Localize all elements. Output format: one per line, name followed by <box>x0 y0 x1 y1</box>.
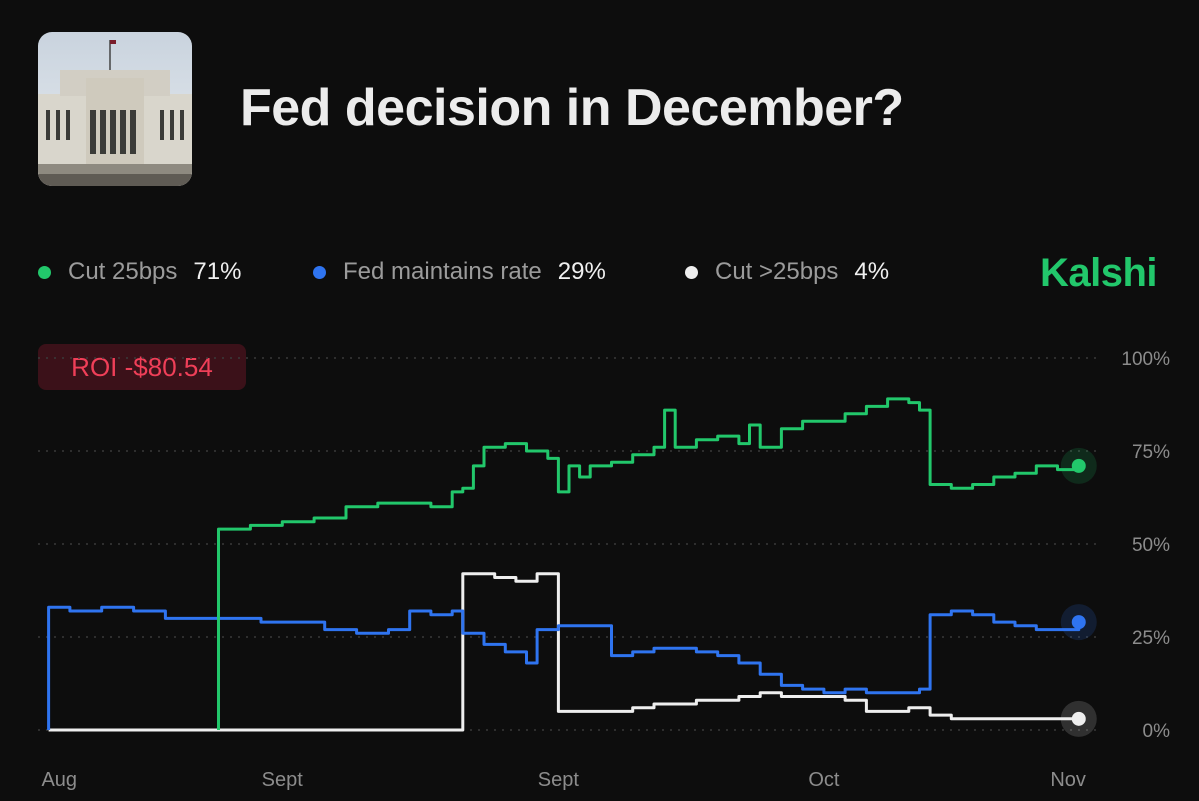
roi-badge: ROI -$80.54 <box>38 344 246 390</box>
legend-name: Fed maintains rate <box>343 258 542 285</box>
y-tick-label: 25% <box>1132 628 1170 649</box>
y-tick-label: 0% <box>1143 721 1171 742</box>
fed-building-image <box>38 32 192 186</box>
fed-building-thumbnail <box>38 32 192 186</box>
series-line-2 <box>48 572 1079 732</box>
y-tick-label: 100% <box>1121 349 1170 370</box>
legend-pct: 71% <box>193 258 242 285</box>
legend-pct: 29% <box>557 258 606 285</box>
legend-name: Cut 25bps <box>68 258 178 285</box>
x-tick-label: Nov <box>1050 769 1086 791</box>
legend-dot-icon <box>38 265 51 279</box>
x-tick-label: Sept <box>538 769 580 791</box>
x-tick-label: Sept <box>262 769 304 791</box>
legend-dot-icon <box>313 265 326 279</box>
kalshi-logo[interactable]: Kalshi <box>1039 251 1158 295</box>
series-line-0 <box>217 397 1081 730</box>
legend-pct: 4% <box>854 258 890 285</box>
legend-item-cut-25bps[interactable]: Cut 25bps 71% <box>38 258 241 286</box>
series-line-1 <box>47 605 1081 730</box>
page-title: Fed decision in December? <box>240 79 904 137</box>
legend-item-cut-over-25bps[interactable]: Cut >25bps 4% <box>685 258 889 286</box>
legend-name: Cut >25bps <box>715 258 839 285</box>
y-tick-label: 50% <box>1132 535 1170 556</box>
y-tick-label: 75% <box>1132 442 1170 463</box>
legend-item-fed-maintains-rate[interactable]: Fed maintains rate 29% <box>313 258 606 286</box>
series-end-point[interactable] <box>1071 458 1086 473</box>
legend-dot-icon <box>685 265 698 279</box>
x-tick-label: Oct <box>808 769 840 791</box>
x-tick-label: Aug <box>41 769 77 791</box>
series-end-point[interactable] <box>1071 615 1086 630</box>
price-history-chart: 0% 25% 50% 75% 100% Aug Sept Sept Oct Nov <box>38 349 1171 791</box>
series-end-point[interactable] <box>1071 711 1086 726</box>
